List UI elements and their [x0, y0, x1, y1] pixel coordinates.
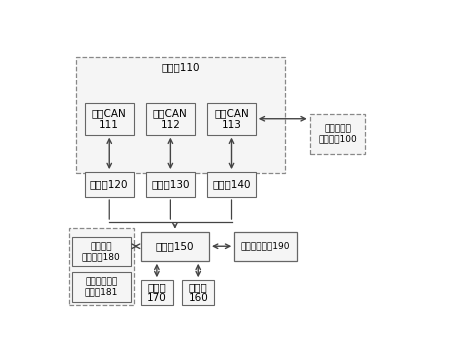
Bar: [146, 103, 194, 135]
Bar: [76, 57, 284, 174]
Text: 整车CAN
113: 整车CAN 113: [213, 108, 248, 130]
Text: 处理器
170: 处理器 170: [147, 282, 166, 303]
Text: 继电器140: 继电器140: [212, 180, 250, 190]
Bar: [309, 114, 365, 154]
Bar: [71, 273, 131, 302]
Text: 测试板110: 测试板110: [161, 62, 199, 72]
Text: 人机交互界面
子单元181: 人机交互界面 子单元181: [84, 277, 118, 297]
Bar: [69, 228, 133, 305]
Bar: [146, 172, 194, 197]
Bar: [140, 280, 173, 305]
Text: 测试显示单元190: 测试显示单元190: [240, 242, 290, 251]
Text: 待测试电源
管理产品100: 待测试电源 管理产品100: [318, 124, 356, 144]
Text: 充电CAN
112: 充电CAN 112: [153, 108, 188, 130]
Text: 继电器130: 继电器130: [151, 180, 189, 190]
Bar: [181, 280, 214, 305]
Text: 测试项目
选择单元180: 测试项目 选择单元180: [82, 242, 120, 261]
Bar: [85, 103, 133, 135]
Text: 内部CAN
111: 内部CAN 111: [92, 108, 126, 130]
Bar: [234, 232, 296, 261]
Text: 控制器150: 控制器150: [155, 241, 194, 251]
Bar: [207, 172, 255, 197]
Bar: [85, 172, 133, 197]
Bar: [207, 103, 255, 135]
Text: 存储器
160: 存储器 160: [188, 282, 208, 303]
Bar: [71, 237, 131, 266]
Bar: [140, 232, 209, 261]
Text: 继电器120: 继电器120: [90, 180, 128, 190]
